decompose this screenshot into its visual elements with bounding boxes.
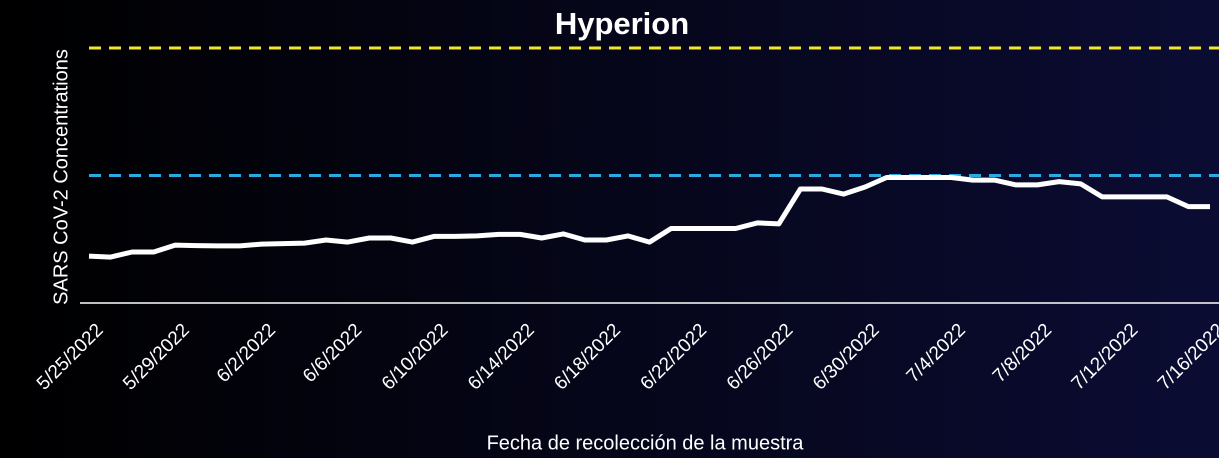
x-tick-label: 6/10/2022 [378, 320, 453, 395]
x-tick-label: 7/12/2022 [1068, 320, 1143, 395]
x-tick-label: 6/14/2022 [464, 320, 539, 395]
x-tick-label: 6/18/2022 [550, 320, 625, 395]
x-tick-label: 7/8/2022 [989, 320, 1056, 387]
chart-title: Hyperion [555, 6, 689, 41]
x-axis-label: Fecha de recolección de la muestra [487, 432, 805, 454]
x-tick-label: 6/26/2022 [723, 320, 798, 395]
y-axis-label: SARS CoV-2 Concentrations [50, 49, 72, 305]
x-tick-label: 5/25/2022 [33, 320, 108, 395]
data-line [88, 175, 1210, 260]
x-tick-label: 7/4/2022 [903, 320, 970, 387]
x-tick-label: 5/29/2022 [119, 320, 194, 395]
x-tick-label: 6/2/2022 [213, 320, 280, 387]
x-tick-label: 7/16/2022 [1154, 320, 1219, 395]
x-tick-label: 6/6/2022 [299, 320, 366, 387]
x-tick-label: 6/22/2022 [637, 320, 712, 395]
x-tick-label: 6/30/2022 [809, 320, 884, 395]
